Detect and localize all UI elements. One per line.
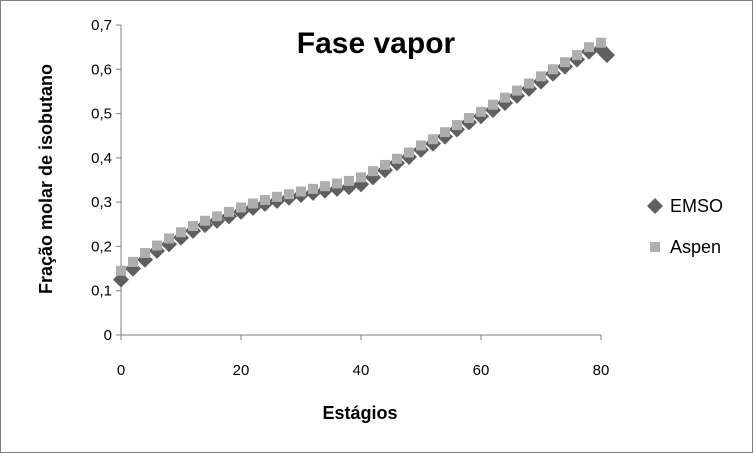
data-point-aspen [548, 64, 558, 75]
legend-marker-emso [647, 198, 663, 214]
data-point-aspen [560, 57, 570, 68]
data-point-aspen [524, 78, 534, 89]
data-point-aspen [320, 181, 330, 192]
data-point-aspen [332, 178, 342, 189]
data-point-aspen [188, 221, 198, 232]
data-point-aspen [152, 240, 162, 251]
chart-title: Fase vapor [297, 27, 456, 60]
data-point-aspen [584, 42, 594, 53]
data-point-aspen [248, 198, 258, 209]
x-tick-label: 0 [117, 362, 125, 379]
data-point-aspen [464, 113, 474, 123]
y-axis: 0 0,1 0,2 0,3 0,4 0,5 0,6 0,7 [91, 17, 122, 344]
y-tick-label: 0,7 [91, 17, 112, 34]
data-point-aspen [476, 106, 486, 117]
y-tick-label: 0,3 [91, 194, 112, 211]
data-point-aspen [308, 183, 318, 194]
data-point-aspen [488, 99, 498, 110]
x-tick-label: 40 [353, 362, 370, 379]
series-aspen [116, 37, 606, 276]
data-point-aspen [344, 175, 354, 186]
data-point-aspen [212, 211, 222, 222]
data-point-aspen [140, 248, 150, 259]
data-point-emso [137, 251, 153, 268]
data-point-aspen [512, 85, 522, 96]
data-point-aspen [200, 215, 210, 226]
data-point-aspen [272, 191, 282, 202]
y-tick-label: 0,5 [91, 106, 112, 123]
data-point-aspen [128, 256, 138, 267]
data-point-aspen [572, 50, 582, 61]
y-axis-label: Fração molar de isobutano [36, 64, 56, 294]
data-point-aspen [380, 159, 390, 170]
data-point-aspen [260, 194, 270, 205]
data-point-aspen [164, 233, 174, 244]
data-point-aspen [116, 265, 126, 276]
x-tick-label: 60 [473, 362, 490, 379]
data-point-aspen [296, 186, 306, 197]
legend-label-emso: EMSO [670, 196, 723, 216]
x-tick-label: 80 [593, 362, 610, 379]
legend-marker-aspen [650, 242, 660, 252]
data-point-aspen [416, 140, 426, 151]
data-point-aspen [428, 134, 438, 145]
data-point-aspen [536, 71, 546, 82]
data-point-aspen [356, 172, 366, 183]
legend-label-aspen: Aspen [670, 237, 721, 257]
legend-item-aspen: Aspen [650, 237, 721, 257]
data-point-aspen [236, 202, 246, 213]
series-group [113, 37, 615, 288]
data-point-aspen [440, 127, 450, 138]
data-point-aspen [404, 147, 414, 158]
x-axis-label: Estágios [322, 403, 397, 423]
y-tick-label: 0,6 [91, 61, 112, 78]
data-point-aspen [224, 206, 234, 217]
data-point-aspen [392, 153, 402, 164]
x-axis: 0 20 40 60 80 [117, 334, 610, 379]
data-point-aspen [452, 120, 462, 131]
y-tick-label: 0,1 [91, 283, 112, 300]
y-tick-label: 0,4 [91, 150, 112, 167]
data-point-aspen [368, 166, 378, 177]
data-point-emso [599, 47, 615, 64]
data-point-aspen [176, 227, 186, 238]
legend-item-emso: EMSO [647, 196, 723, 216]
x-tick-label: 20 [233, 362, 250, 379]
data-point-aspen [284, 189, 294, 200]
y-tick-label: 0 [104, 327, 112, 344]
data-point-aspen [500, 92, 510, 103]
y-tick-label: 0,2 [91, 238, 112, 255]
data-point-aspen [596, 37, 606, 48]
legend: EMSO Aspen [647, 196, 723, 257]
